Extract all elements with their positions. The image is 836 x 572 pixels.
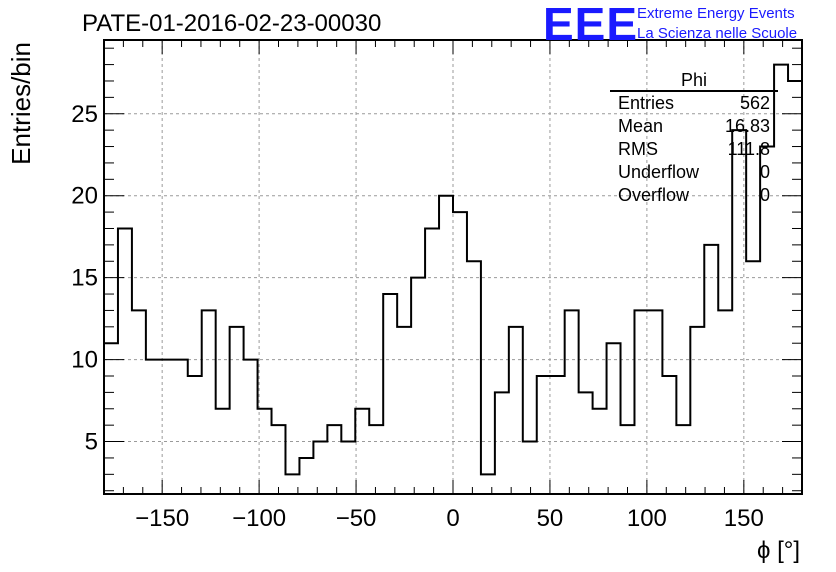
histogram-bin bbox=[272, 425, 286, 494]
histogram-bin bbox=[355, 409, 369, 494]
histogram-bin bbox=[174, 360, 188, 494]
histogram-bin bbox=[676, 425, 690, 494]
eee-logo: EEE bbox=[543, 0, 639, 50]
histogram-bin bbox=[341, 442, 355, 494]
stats-row-rms: RMS 111.8 bbox=[610, 138, 778, 161]
histogram-bin bbox=[551, 376, 565, 494]
histogram-bin bbox=[244, 360, 258, 494]
stats-label: Underflow bbox=[618, 162, 700, 182]
histogram-bin bbox=[188, 376, 202, 494]
histogram-bin bbox=[299, 458, 313, 494]
chart-title: PATE-01-2016-02-23-00030 bbox=[82, 10, 382, 37]
histogram-outline bbox=[104, 63, 802, 476]
histogram-bin bbox=[662, 376, 676, 494]
histogram-bin bbox=[285, 474, 299, 494]
histogram-bin bbox=[118, 228, 132, 494]
histogram-bin bbox=[746, 261, 760, 494]
histogram-bin bbox=[788, 81, 802, 494]
histogram-bin bbox=[425, 228, 439, 494]
y-tick-label: 5 bbox=[85, 429, 98, 456]
x-tick-label: 0 bbox=[446, 505, 459, 532]
histogram-bin bbox=[718, 310, 732, 494]
organization-line-1: Extreme Energy Events bbox=[637, 5, 795, 22]
histogram-bin bbox=[230, 327, 244, 494]
y-tick-label: 25 bbox=[71, 101, 98, 128]
histogram-bin bbox=[411, 278, 425, 494]
histogram-bin bbox=[621, 425, 635, 494]
axes: −150 −100 −50 0 50 100 150 5 10 15 20 25 bbox=[71, 39, 803, 532]
histogram-bin bbox=[537, 376, 551, 494]
histogram-bin bbox=[439, 196, 453, 494]
histogram-bin bbox=[509, 327, 523, 494]
histogram-bin bbox=[704, 245, 718, 494]
histogram-bin bbox=[258, 409, 272, 494]
histogram-bin bbox=[397, 327, 411, 494]
x-tick-label: −150 bbox=[135, 505, 189, 532]
x-tick-label: 150 bbox=[724, 505, 764, 532]
histogram-bin bbox=[565, 310, 579, 494]
histogram-bin bbox=[104, 343, 118, 494]
histogram-bin bbox=[313, 442, 327, 494]
stats-row-overflow: Overflow 0 bbox=[610, 184, 778, 207]
stats-label: Entries bbox=[618, 93, 675, 113]
histogram-bin bbox=[579, 392, 593, 494]
histogram-bin bbox=[202, 310, 216, 494]
stats-value: 0 bbox=[759, 162, 770, 182]
histogram-bin bbox=[453, 212, 467, 494]
organization-line-2: La Scienza nelle Scuole bbox=[637, 25, 798, 42]
x-tick-label: −100 bbox=[232, 505, 286, 532]
stats-label: Mean bbox=[618, 116, 664, 136]
histogram-bin bbox=[495, 392, 509, 494]
stats-value: 111.8 bbox=[727, 139, 770, 159]
histogram-bin bbox=[523, 442, 537, 494]
x-tick-label: 100 bbox=[627, 505, 667, 532]
histogram-bin bbox=[690, 327, 704, 494]
histogram-bin bbox=[146, 360, 160, 494]
histogram-bin bbox=[369, 425, 383, 494]
x-axis-label: ϕ [°] bbox=[757, 537, 800, 564]
histogram-bin bbox=[467, 261, 481, 494]
stats-value: 0 bbox=[759, 185, 770, 205]
histogram-bin bbox=[648, 310, 662, 494]
histogram-bin bbox=[593, 409, 607, 494]
x-tick-label: −50 bbox=[336, 505, 377, 532]
x-tick-label: 50 bbox=[537, 505, 564, 532]
histogram-bin bbox=[327, 425, 341, 494]
stats-row-entries: Entries 562 bbox=[610, 92, 778, 115]
stats-row-mean: Mean 16.83 bbox=[610, 115, 778, 138]
y-tick-label: 10 bbox=[71, 347, 98, 374]
histogram-bin bbox=[634, 310, 648, 494]
histogram bbox=[104, 63, 802, 494]
y-tick-label: 15 bbox=[71, 265, 98, 292]
histogram-bin bbox=[383, 294, 397, 494]
y-tick-label: 20 bbox=[71, 183, 98, 210]
stats-row-underflow: Underflow 0 bbox=[610, 161, 778, 184]
histogram-bin bbox=[481, 474, 495, 494]
organization-name: Extreme Energy Events La Scienza nelle S… bbox=[637, 4, 797, 44]
stats-title: Phi bbox=[610, 70, 778, 92]
stats-label: RMS bbox=[618, 139, 658, 159]
stats-value: 562 bbox=[739, 93, 770, 113]
stats-label: Overflow bbox=[618, 185, 690, 205]
histogram-bin bbox=[216, 409, 230, 494]
stats-box: Phi Entries 562 Mean 16.83 RMS 111.8 Underf… bbox=[610, 70, 778, 207]
histogram-bin bbox=[607, 343, 621, 494]
histogram-bin bbox=[132, 310, 146, 494]
stats-value: 16.83 bbox=[724, 116, 770, 136]
y-axis-label: Entries/bin bbox=[6, 42, 36, 165]
